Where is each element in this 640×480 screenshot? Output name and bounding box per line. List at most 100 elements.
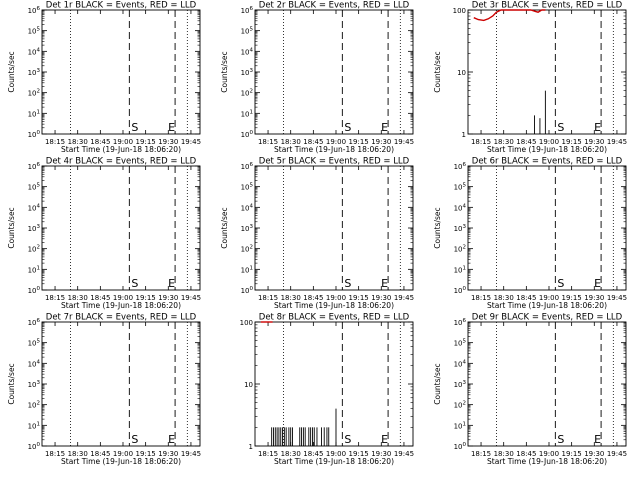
y-tick-label: 101 xyxy=(28,421,40,430)
x-tick-label: 19:45 xyxy=(181,294,201,302)
y-tick-label: 104 xyxy=(28,359,41,368)
x-tick-label: 18:30 xyxy=(281,450,301,458)
start-marker: S xyxy=(131,277,138,290)
x-tick-label: 19:00 xyxy=(113,138,133,146)
y-tick-label: 101 xyxy=(241,109,253,118)
y-tick-label: 105 xyxy=(28,183,41,192)
x-axis-label: Start Time (19-Jun-18 18:06:20) xyxy=(61,457,181,466)
panel-title: Det 7r BLACK = Events, RED = LLD xyxy=(46,313,197,323)
y-tick-label: 101 xyxy=(28,265,40,274)
panel-title: Det 3r BLACK = Events, RED = LLD xyxy=(472,1,623,11)
start-marker: S xyxy=(344,121,351,134)
x-tick-label: 18:15 xyxy=(471,450,491,458)
y-tick-label: 105 xyxy=(241,27,254,36)
x-tick-label: 18:45 xyxy=(516,294,536,302)
y-tick-label: 102 xyxy=(454,245,466,254)
y-tick-label: 103 xyxy=(28,224,41,233)
plot-frame xyxy=(467,165,627,291)
start-marker: S xyxy=(557,121,564,134)
x-tick-label: 19:30 xyxy=(371,294,391,302)
y-tick-label: 103 xyxy=(28,380,41,389)
x-tick-label: 19:00 xyxy=(113,450,133,458)
plot-frame xyxy=(41,9,201,135)
y-tick-label: 106 xyxy=(28,6,41,15)
y-tick-label: 102 xyxy=(28,89,40,98)
y-tick-label: 10 xyxy=(457,69,466,77)
x-tick-label: 19:15 xyxy=(562,450,582,458)
y-tick-label: 106 xyxy=(28,162,41,171)
start-marker: S xyxy=(131,433,138,446)
x-tick-label: 19:15 xyxy=(136,138,156,146)
y-tick-label: 104 xyxy=(241,203,254,212)
x-tick-label: 18:30 xyxy=(68,294,88,302)
y-tick-label: 100 xyxy=(454,286,467,295)
x-tick-label: 18:30 xyxy=(281,294,301,302)
panel-title: Det 9r BLACK = Events, RED = LLD xyxy=(472,313,623,323)
y-tick-label: 101 xyxy=(241,265,253,274)
y-tick-label: 100 xyxy=(240,319,253,327)
y-tick-label: 106 xyxy=(241,6,254,15)
x-tick-label: 19:30 xyxy=(584,450,604,458)
x-tick-label: 18:15 xyxy=(45,450,65,458)
x-tick-label: 19:00 xyxy=(326,450,346,458)
x-tick-label: 19:30 xyxy=(371,138,391,146)
x-axis-label: Start Time (19-Jun-18 18:06:20) xyxy=(487,301,607,310)
x-tick-label: 18:45 xyxy=(90,138,110,146)
start-marker: S xyxy=(557,433,564,446)
x-tick-label: 18:45 xyxy=(90,294,110,302)
x-tick-label: 18:30 xyxy=(494,450,514,458)
y-tick-label: 100 xyxy=(28,286,41,295)
end-marker: E xyxy=(594,121,601,134)
y-axis-label: Counts/sec xyxy=(7,207,16,248)
y-axis-label: Counts/sec xyxy=(433,363,442,404)
y-tick-label: 10 xyxy=(244,381,253,389)
y-tick-label: 105 xyxy=(454,339,467,348)
end-marker: E xyxy=(594,277,601,290)
end-marker: E xyxy=(594,433,601,446)
y-tick-label: 103 xyxy=(454,380,467,389)
y-tick-label: 100 xyxy=(28,130,41,139)
y-axis-label: Counts/sec xyxy=(220,51,229,92)
y-tick-label: 101 xyxy=(454,265,466,274)
x-tick-label: 18:45 xyxy=(516,450,536,458)
x-tick-label: 19:45 xyxy=(181,450,201,458)
plot-frame xyxy=(41,321,201,447)
y-tick-label: 103 xyxy=(28,68,41,77)
x-tick-label: 19:00 xyxy=(539,294,559,302)
y-tick-label: 102 xyxy=(28,245,40,254)
y-axis-label: Counts/sec xyxy=(433,51,442,92)
y-tick-label: 100 xyxy=(454,442,467,451)
plot-frame xyxy=(467,321,627,447)
y-tick-label: 1 xyxy=(462,131,466,139)
x-tick-label: 19:00 xyxy=(539,450,559,458)
y-tick-label: 101 xyxy=(28,109,40,118)
x-tick-label: 19:15 xyxy=(349,450,369,458)
start-marker: S xyxy=(557,277,564,290)
x-tick-label: 19:30 xyxy=(158,138,178,146)
panel-title: Det 1r BLACK = Events, RED = LLD xyxy=(46,1,197,11)
x-axis-label: Start Time (19-Jun-18 18:06:20) xyxy=(274,145,394,154)
x-tick-label: 19:15 xyxy=(562,138,582,146)
y-tick-label: 104 xyxy=(241,47,254,56)
x-tick-label: 18:15 xyxy=(258,450,278,458)
y-tick-label: 100 xyxy=(28,442,41,451)
end-marker: E xyxy=(381,277,388,290)
x-tick-label: 19:45 xyxy=(607,450,627,458)
y-tick-label: 1 xyxy=(249,443,253,451)
x-tick-label: 19:15 xyxy=(349,294,369,302)
x-tick-label: 19:30 xyxy=(584,294,604,302)
y-axis-label: Counts/sec xyxy=(220,207,229,248)
y-tick-label: 103 xyxy=(454,224,467,233)
x-tick-label: 18:45 xyxy=(516,138,536,146)
y-axis-label: Counts/sec xyxy=(7,51,16,92)
x-tick-label: 19:00 xyxy=(113,294,133,302)
y-tick-label: 103 xyxy=(241,68,254,77)
panel-title: Det 5r BLACK = Events, RED = LLD xyxy=(259,157,410,167)
y-tick-label: 106 xyxy=(28,318,41,327)
x-axis-label: Start Time (19-Jun-18 18:06:20) xyxy=(487,145,607,154)
x-tick-label: 18:30 xyxy=(281,138,301,146)
